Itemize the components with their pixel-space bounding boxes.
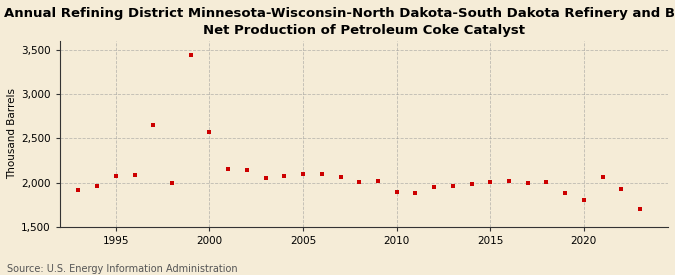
Y-axis label: Thousand Barrels: Thousand Barrels: [7, 89, 17, 180]
Title: Annual Refining District Minnesota-Wisconsin-North Dakota-South Dakota Refinery : Annual Refining District Minnesota-Wisco…: [4, 7, 675, 37]
Text: Source: U.S. Energy Information Administration: Source: U.S. Energy Information Administ…: [7, 264, 238, 274]
